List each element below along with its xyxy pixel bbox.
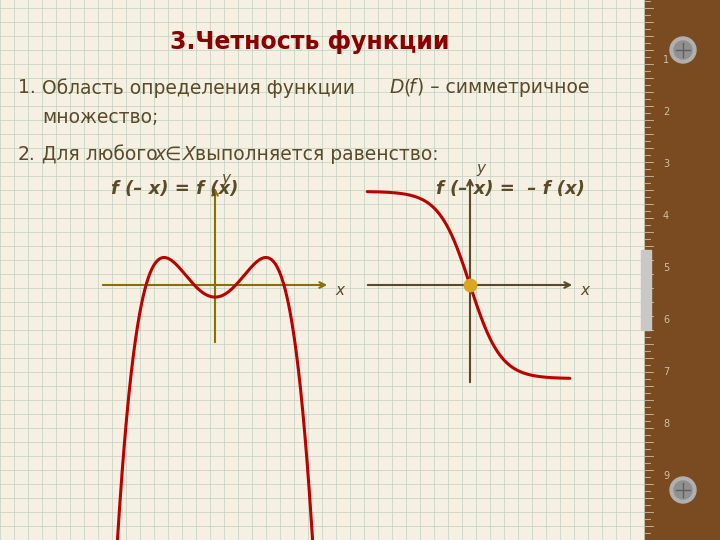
Text: f (– x) =  – f (x): f (– x) = – f (x) [436,180,585,198]
Text: 2.: 2. [18,145,36,164]
Circle shape [674,481,692,499]
Bar [641,250,651,330]
Text: 4: 4 [663,211,669,221]
Text: D: D [390,78,405,97]
Text: выполняется равенство:: выполняется равенство: [195,145,438,164]
Text: 6: 6 [663,315,669,325]
Text: 2: 2 [663,107,670,117]
Text: X: X [183,145,196,164]
Text: Для любого: Для любого [42,145,163,164]
Circle shape [674,41,692,59]
Text: x: x [154,145,165,164]
Text: Область определения функции: Область определения функции [42,78,361,98]
Text: f: f [409,78,415,97]
Text: ) – симметричное: ) – симметричное [417,78,590,97]
Text: y: y [221,171,230,186]
Text: ∈: ∈ [165,145,187,164]
Text: множество;: множество; [42,108,158,127]
Text: 8: 8 [663,419,669,429]
Text: y: y [476,161,485,176]
Text: 1: 1 [663,55,669,65]
Text: f (– x) = f (x): f (– x) = f (x) [112,180,239,198]
Circle shape [670,37,696,63]
Text: x: x [580,283,589,298]
Text: 3: 3 [663,159,669,169]
Bar [645,0,720,540]
Text: 9: 9 [663,471,669,481]
Circle shape [670,477,696,503]
Text: (: ( [403,78,410,97]
Text: 1.: 1. [18,78,36,97]
Text: 3.Четность функции: 3.Четность функции [170,30,450,54]
Text: 7: 7 [663,367,670,377]
Text: x: x [335,283,344,298]
Text: 5: 5 [663,263,670,273]
